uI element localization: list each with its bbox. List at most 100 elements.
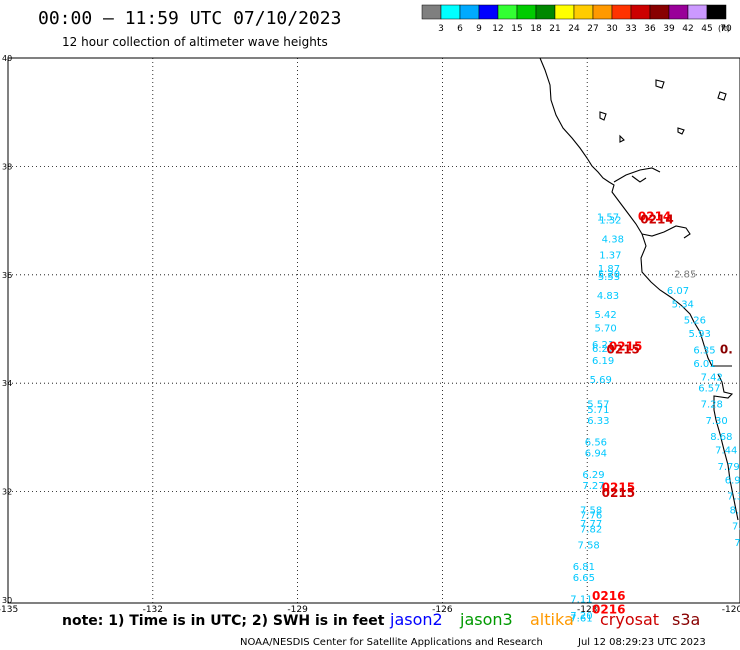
legend-label: 39 (663, 24, 675, 34)
footer-note: note: 1) Time is in UTC; 2) SWH is in fe… (62, 613, 385, 629)
lon-tick-label: -129 (287, 605, 308, 615)
wave-height-value: 1.57 (597, 213, 619, 224)
legend-swatch (630, 4, 651, 20)
legend-label: 70 (720, 24, 732, 34)
lat-tick-label: 38 (2, 162, 12, 171)
wave-height-value: 5.34 (672, 299, 694, 310)
pass-time-label: 0216 (592, 603, 625, 617)
wave-height-value: 6.57 (698, 383, 720, 394)
map-title: 00:00 – 11:59 UTC 07/10/2023 (38, 8, 341, 29)
pass-time-label: 0215 (602, 486, 635, 500)
wave-height-value: 6.07 (667, 286, 689, 297)
wave-height-value: 5.93 (689, 329, 711, 340)
channel-island-1 (655, 79, 665, 89)
pass-time-label: 0215 (602, 481, 635, 495)
satellite-name: jason2 (389, 610, 443, 629)
wave-height-value: 6.27 (592, 344, 614, 355)
legend-swatch (535, 4, 556, 20)
wave-height-value: 6.94 (585, 448, 607, 459)
legend-swatch (668, 4, 689, 20)
lon-tick-label: -120 (722, 605, 740, 615)
legend-swatch (516, 4, 537, 20)
wave-height-value: 5.20 (598, 270, 620, 281)
legend-label: 15 (511, 24, 522, 34)
satellite-legend: jason2 jason3 altika cryosat s3a (389, 610, 700, 629)
wave-height-value: 6.56 (585, 438, 607, 449)
monterey-bay (641, 225, 691, 239)
wave-height-value: 6.33 (587, 416, 609, 427)
legend-label: 3 (438, 24, 444, 34)
channel-island-3 (677, 127, 685, 135)
pass-time-label: 0216 (592, 589, 625, 603)
legend-swatch (421, 4, 442, 20)
graticule (8, 58, 740, 603)
pass-time-label: 0214 (640, 212, 673, 226)
map-subtitle: 12 hour collection of altimeter wave hei… (62, 35, 328, 49)
wave-height-value: 7.77 (580, 519, 602, 530)
pass-time-label: 0214 (638, 210, 671, 224)
legend-swatch (611, 4, 632, 20)
wave-height-value: 7.82 (580, 524, 602, 535)
map-frame (7, 57, 740, 604)
wave-height-value: 6.35 (693, 345, 715, 356)
legend-label: 33 (625, 24, 636, 34)
wave-height-value: 6.81 (573, 562, 595, 573)
legend-swatch (649, 4, 670, 20)
pass-time-label: 0. (720, 342, 733, 356)
wave-height-value: 7.61 (570, 614, 592, 625)
legend-label: 36 (644, 24, 656, 34)
lon-tick-label: -126 (432, 605, 453, 615)
wave-height-value: 5.53 (598, 272, 620, 283)
wave-height-value: 8. (730, 505, 740, 516)
wave-height-value: 5.42 (594, 310, 616, 321)
wave-height-value: 7.20 (570, 611, 592, 622)
wave-height-value: 7.3 (727, 492, 740, 503)
legend-swatch (478, 4, 499, 20)
pass-time-label: 0215 (609, 340, 642, 354)
axis-ticks: -135 -132 -129 -126 -123 -120 40 38 36 34 32 30 (0, 54, 740, 615)
legend-label: 21 (549, 24, 560, 34)
wave-height-value: 7.58 (578, 541, 600, 552)
legend-swatch (687, 4, 708, 20)
footer-credit: NOAA/NESDIS Center for Satellite Applica… (240, 637, 543, 648)
wave-height-value: 7.58 (580, 505, 602, 516)
wave-height-value: 7.28 (701, 400, 723, 411)
lat-tick-label: 40 (2, 54, 12, 63)
legend-swatch (554, 4, 575, 20)
san-francisco-bay (613, 167, 661, 183)
lat-tick-label: 36 (2, 271, 12, 280)
wave-height-value: 5.57 (587, 400, 609, 411)
pass-time-label: 0215 (607, 342, 640, 356)
legend-label: 6 (457, 24, 463, 34)
legend-label: 27 (587, 24, 598, 34)
satellite-name: jason3 (459, 610, 513, 629)
legend-swatch (592, 4, 613, 20)
wave-height-value: 6.21 (592, 340, 614, 351)
color-legend: 3 6 9 12 15 18 21 24 27 30 33 36 39 42 45 70(ft) (421, 4, 732, 34)
channel-island-4 (619, 134, 625, 143)
legend-label: 30 (606, 24, 618, 34)
satellite-name: altika (530, 610, 574, 629)
wave-height-value: 4.83 (597, 291, 619, 302)
channel-island-2 (599, 111, 607, 121)
wave-height-value: 5.69 (590, 375, 612, 386)
wave-height-value: 7.11 (570, 595, 592, 606)
lat-tick-label: 30 (2, 596, 12, 605)
legend-label: 42 (682, 24, 693, 34)
wave-height-value: 7.27 (582, 481, 604, 492)
wave-height-value: 4.38 (602, 234, 624, 245)
wave-height-value: 1.87 (598, 264, 620, 275)
wave-height-value: 6.19 (592, 356, 614, 367)
legend-label: 9 (476, 24, 482, 34)
lon-tick-label: -135 (0, 605, 18, 615)
wave-height-value: 6.01 (693, 359, 715, 370)
lat-tick-label: 32 (2, 488, 12, 497)
wave-height-value: 7. (732, 522, 740, 533)
wave-height-value: 1.32 (599, 215, 621, 226)
wave-height-value: 8.68 (710, 432, 732, 443)
lon-tick-label: -132 (143, 605, 163, 615)
observations-layer: 1.571.32 4.38 1.37 1.875.205.53 4.83 5.42 5.70… (570, 213, 740, 625)
legend-label: 18 (530, 24, 542, 34)
